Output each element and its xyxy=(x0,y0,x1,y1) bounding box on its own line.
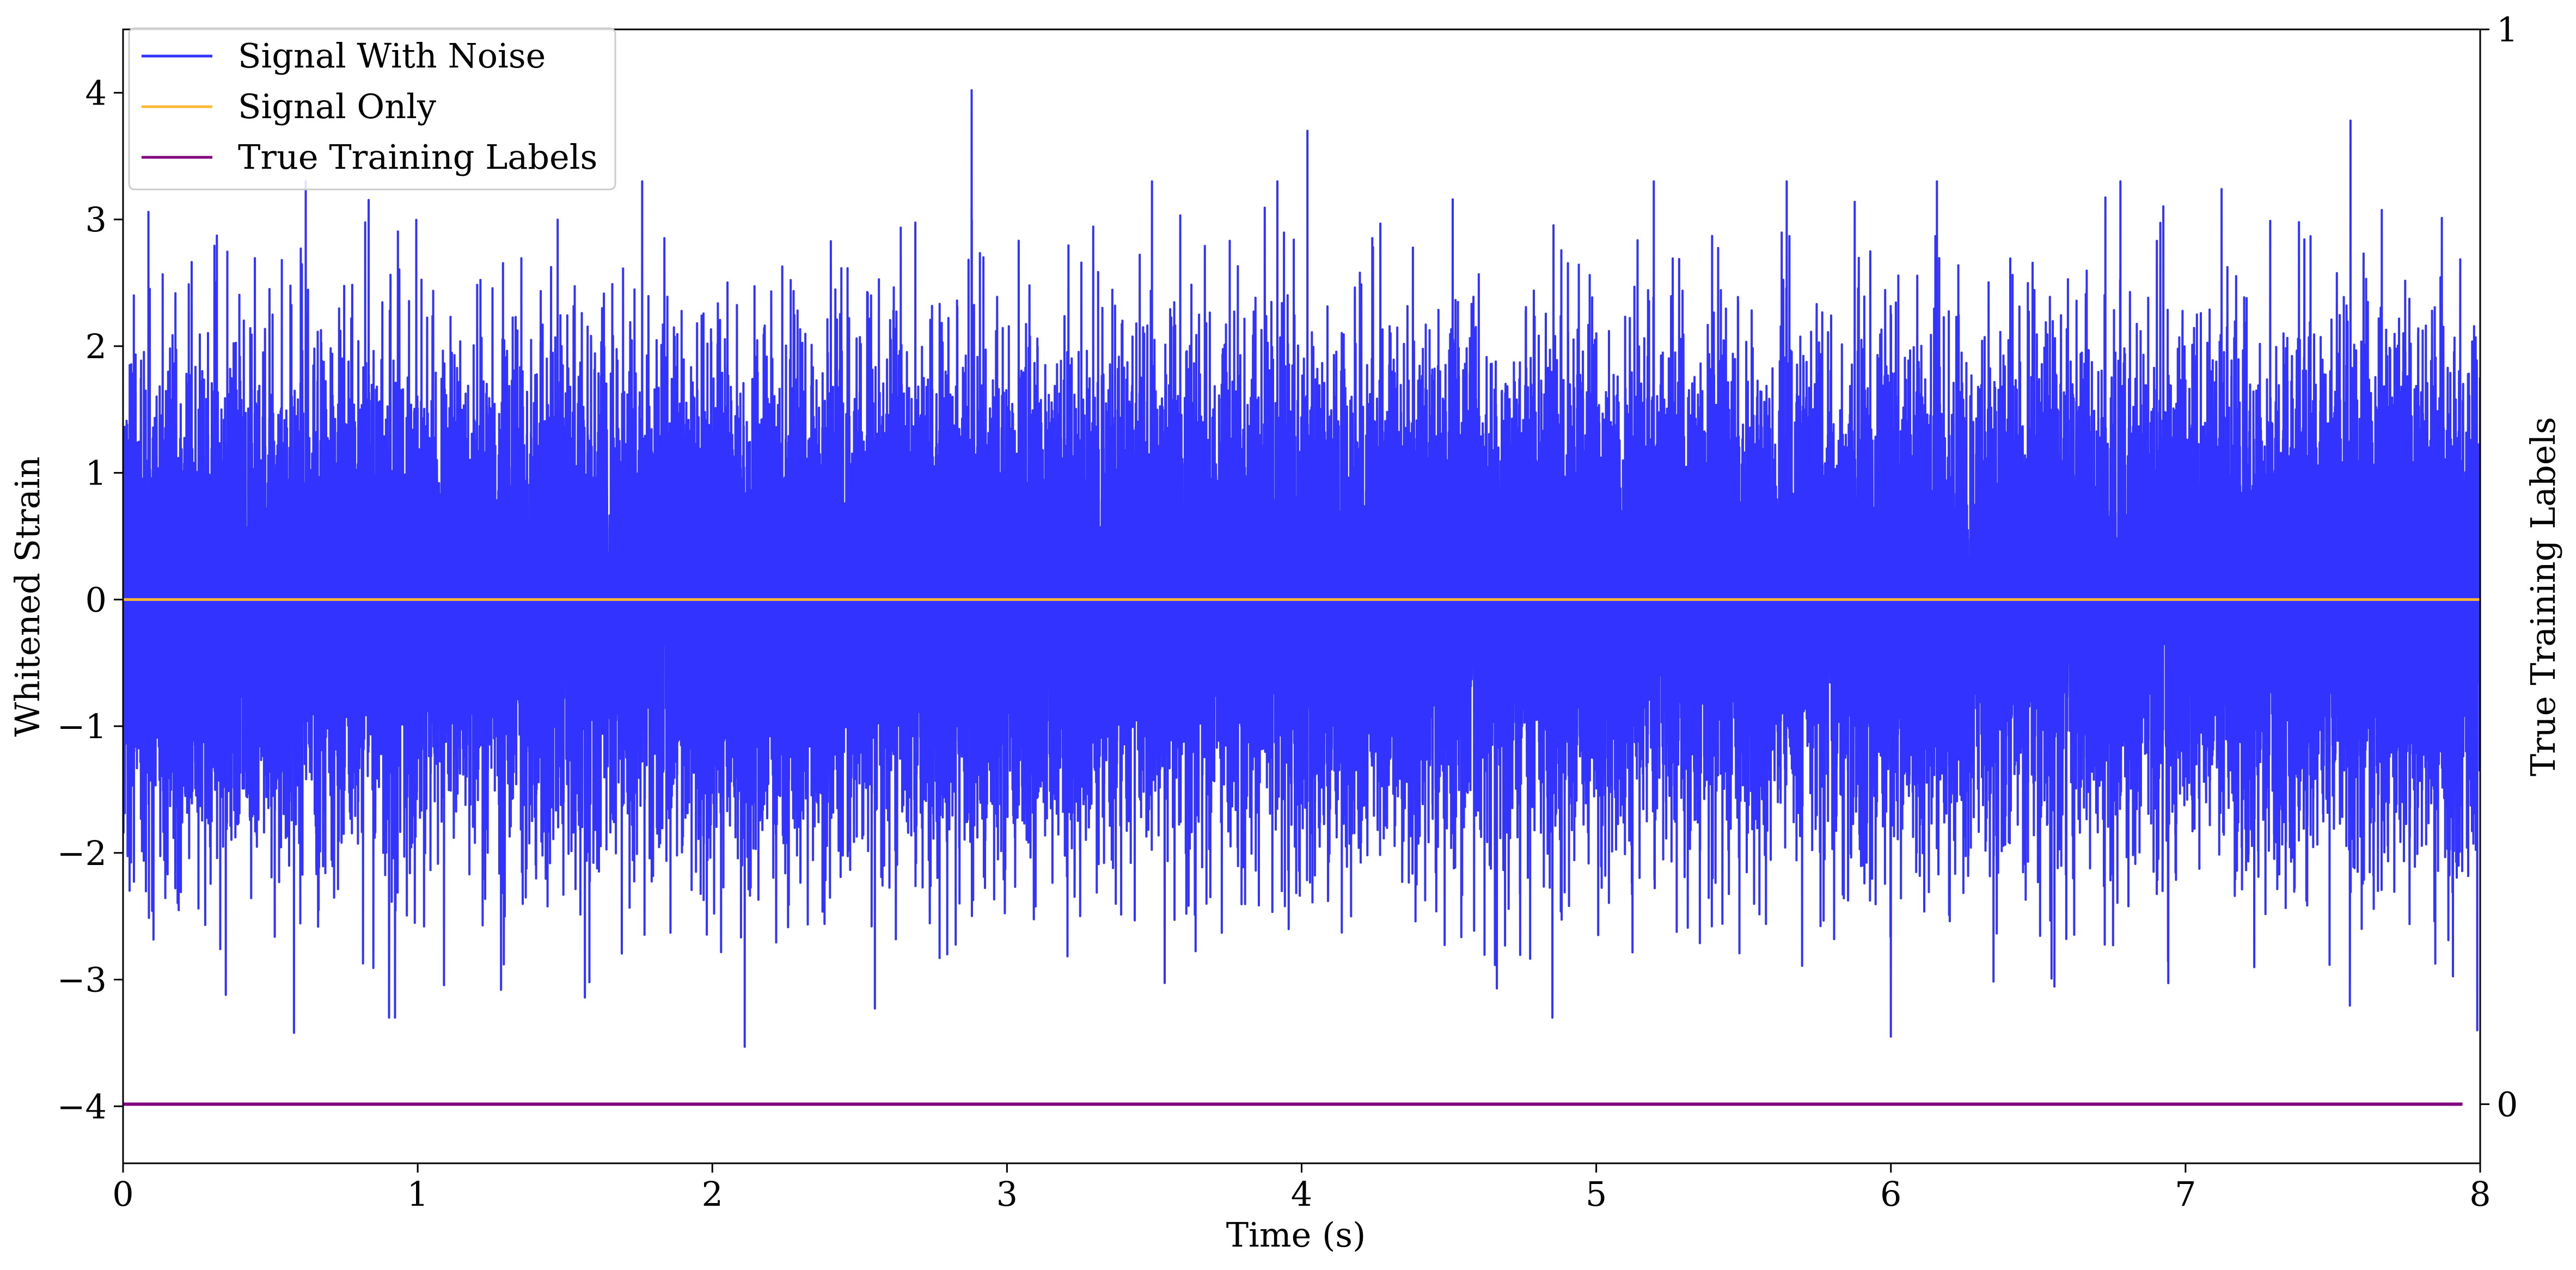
y-tick-label: 3 xyxy=(85,200,107,240)
y-axis-left: −4 −3 −2 −1 0 1 2 3 4 xyxy=(57,73,123,1126)
legend-box xyxy=(128,27,616,191)
x-tick-label: 7 xyxy=(2175,1174,2196,1214)
y-tick-label: −3 xyxy=(57,960,107,1000)
series-line-signal-with-noise xyxy=(123,89,2480,1048)
x-axis: 0 1 2 3 4 5 6 7 8 xyxy=(112,1163,2491,1214)
data-layer xyxy=(123,89,2480,1106)
legend-label-signal-with-noise: Signal With Noise xyxy=(238,36,546,76)
y-tick-label: 2 xyxy=(85,327,107,366)
y-tick-label: −2 xyxy=(57,833,107,873)
x-axis-label: Time (s) xyxy=(1226,1215,1366,1255)
x-tick-label: 0 xyxy=(112,1174,133,1214)
x-tick-label: 4 xyxy=(1291,1174,1312,1214)
legend-label-true-training-labels: True Training Labels xyxy=(238,137,597,177)
y-right-tick-label: 1 xyxy=(2497,10,2518,50)
x-tick-label: 5 xyxy=(1586,1174,1607,1214)
y-axis-label-right: True Training Labels xyxy=(2523,417,2563,776)
legend-label-signal-only: Signal Only xyxy=(238,87,436,126)
x-tick-label: 2 xyxy=(702,1174,723,1214)
x-tick-label: 6 xyxy=(1880,1174,1901,1214)
x-tick-label: 1 xyxy=(407,1174,428,1214)
y-axis-right: 01 xyxy=(2480,10,2518,1124)
legend: Signal With Noise Signal Only True Train… xyxy=(128,27,616,191)
y-tick-label: 0 xyxy=(85,580,107,619)
y-tick-label: −1 xyxy=(57,707,107,746)
x-tick-label: 8 xyxy=(2469,1174,2491,1214)
x-tick-label: 3 xyxy=(996,1174,1018,1214)
y-tick-label: −4 xyxy=(57,1087,107,1126)
y-right-tick-label: 0 xyxy=(2497,1084,2518,1124)
y-axis-label-left: Whitened Strain xyxy=(8,457,47,737)
y-tick-label: 4 xyxy=(85,73,107,113)
y-tick-label: 1 xyxy=(85,453,107,493)
